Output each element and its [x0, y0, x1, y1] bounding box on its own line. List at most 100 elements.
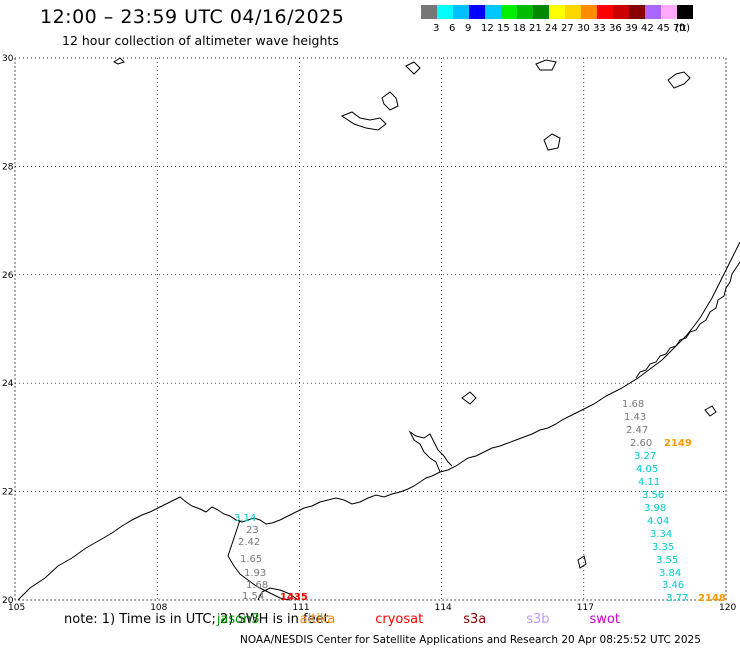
legend-label: 6 — [449, 23, 456, 34]
coast-detail-pearl — [408, 430, 453, 473]
legend-swatch — [485, 5, 501, 19]
legend-label: 36 — [609, 23, 622, 34]
satellite-label-altika: altika — [299, 612, 336, 627]
satellite-notes: note: 1) Time is in UTC; 2) SWH is in fe… — [64, 612, 620, 627]
inland-lake-3 — [543, 133, 561, 151]
notes-prefix: note: 1) Time is in UTC; 2) SWH is in fe… — [64, 612, 329, 627]
legend-swatch — [677, 5, 693, 19]
legend-swatch — [437, 5, 453, 19]
map-title: 12:00 – 23:59 UTC 04/16/2025 — [40, 6, 345, 28]
legend-swatch — [517, 5, 533, 19]
legend-swatch — [629, 5, 645, 19]
satellite-label-s3a: s3a — [463, 612, 487, 627]
coastline — [17, 57, 740, 601]
legend-swatch — [549, 5, 565, 19]
island-zhoushan — [667, 71, 691, 89]
wave-height-label: 4.04 — [647, 516, 669, 527]
wave-height-label: 2.42 — [238, 537, 260, 548]
satellite-label-swot: swot — [589, 612, 620, 627]
legend-swatch — [645, 5, 661, 19]
wave-height-label: 3.35 — [652, 542, 674, 553]
legend-swatch — [661, 5, 677, 19]
lat-tick-label: 26 — [2, 271, 14, 281]
legend-swatch — [597, 5, 613, 19]
lon-tick-label: 105 — [8, 603, 25, 613]
wave-height-label: 3.46 — [662, 580, 684, 591]
legend-label: 15 — [497, 23, 510, 34]
island-taiwan-north — [704, 405, 717, 417]
satellite-label-s3b: s3b — [526, 612, 550, 627]
lat-tick-label: 28 — [2, 162, 14, 172]
lat-tick-label: 24 — [2, 379, 14, 389]
inland-lake-6 — [113, 57, 125, 65]
legend-swatch — [501, 5, 517, 19]
inland-lake-5 — [405, 61, 421, 75]
legend-swatch — [469, 5, 485, 19]
legend-label: 21 — [529, 23, 542, 34]
wave-height-label: 3.14 — [234, 513, 256, 524]
wave-height-label: 3.77 — [666, 593, 688, 604]
wave-height-label: 2148 — [698, 593, 726, 604]
wave-height-label: 3.56 — [642, 490, 664, 501]
lat-tick-label: 20 — [2, 596, 14, 606]
credit-line: NOAA/NESDIS Center for Satellite Applica… — [240, 634, 701, 646]
legend-label: 45 — [657, 23, 670, 34]
leizhou-peninsula — [227, 519, 291, 601]
legend-label: 42 — [641, 23, 654, 34]
legend-label: 12 — [481, 23, 494, 34]
wave-height-label: 4.11 — [638, 477, 660, 488]
mainland-coastline — [17, 241, 740, 601]
wave-height-label: 1.54 — [242, 591, 264, 602]
satellite-legend-list: jason3 altika cryosat s3a s3b swot — [217, 612, 620, 627]
wave-height-label: 1.68 — [246, 580, 268, 591]
wave-height-label: 3.27 — [634, 451, 656, 462]
island-small-1 — [461, 391, 477, 405]
legend-swatch — [613, 5, 629, 19]
wave-height-label: 3.34 — [650, 529, 672, 540]
legend-label: 18 — [513, 23, 526, 34]
legend-label: 39 — [625, 23, 638, 34]
wave-height-label: 1.68 — [622, 399, 644, 410]
wave-height-label: 1435 — [280, 592, 308, 603]
coast-detail-east — [635, 261, 740, 379]
wave-height-label: 3.55 — [656, 555, 678, 566]
legend-swatch — [533, 5, 549, 19]
map-frame — [14, 57, 727, 601]
legend-label: 27 — [561, 23, 574, 34]
wave-height-label: 2.47 — [626, 425, 648, 436]
legend-swatch — [453, 5, 469, 19]
lon-tick-label: 120 — [719, 603, 736, 613]
legend-swatch — [421, 5, 437, 19]
lon-tick-label: 117 — [577, 603, 594, 613]
legend-swatch — [581, 5, 597, 19]
wave-height-label: 1.43 — [624, 412, 646, 423]
wave-height-label: 1.93 — [244, 568, 266, 579]
axis-labels: 105 108 111 114 117 120 30 28 26 24 22 20 — [2, 54, 736, 613]
legend-label: 30 — [577, 23, 590, 34]
wave-height-label: 4.05 — [636, 464, 658, 475]
inland-lake-4 — [535, 59, 557, 71]
lat-tick-label: 30 — [2, 54, 14, 64]
wave-height-label: 3.84 — [659, 568, 681, 579]
wave-height-label: 2149 — [664, 438, 692, 449]
lon-tick-label: 114 — [435, 603, 452, 613]
legend-label: 9 — [465, 23, 472, 34]
altimeter-observations: 1.68 1.43 2.47 2.60 3.27 4.05 4.11 3.56 3.98 4.04… — [234, 399, 726, 604]
lon-tick-label: 111 — [292, 603, 309, 613]
wave-height-label: 1.65 — [240, 554, 262, 565]
hainan-island — [257, 587, 299, 601]
legend-label: 70 — [673, 23, 686, 34]
satellite-label-cryosat: cryosat — [375, 612, 424, 627]
wave-height-label: 23 — [246, 525, 259, 536]
legend-label: (ft) — [675, 23, 691, 34]
legend-label: 3 — [433, 23, 440, 34]
legend-label: 33 — [593, 23, 606, 34]
lon-tick-label: 108 — [150, 603, 167, 613]
island-small-2 — [577, 555, 587, 569]
inland-lake-1 — [340, 111, 387, 131]
inland-lake-2 — [381, 91, 399, 111]
legend-swatch — [565, 5, 581, 19]
lat-tick-label: 22 — [2, 488, 13, 498]
map-subtitle: 12 hour collection of altimeter wave hei… — [62, 33, 339, 48]
